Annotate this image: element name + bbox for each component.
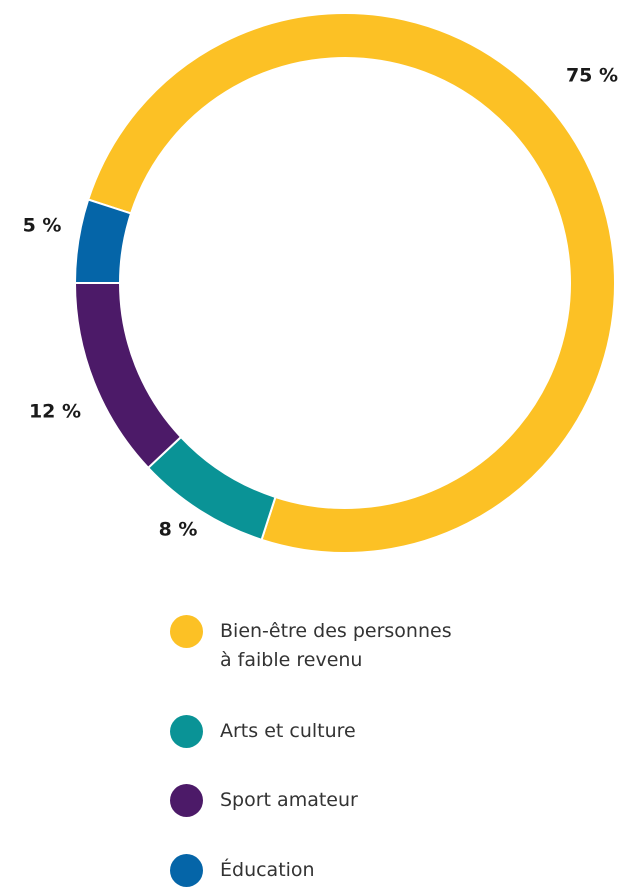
legend-item: Arts et culture	[170, 715, 356, 748]
value-label: 5 %	[23, 215, 62, 237]
donut-segment	[86, 12, 616, 554]
legend-swatch	[170, 854, 203, 887]
legend-item: Sport amateur	[170, 784, 358, 817]
donut-segment	[73, 282, 183, 470]
legend-label: Bien-être des personnes à faible revenu	[220, 620, 452, 671]
legend-swatch	[170, 615, 203, 648]
value-label: 12 %	[29, 401, 81, 423]
donut-segment	[73, 198, 133, 284]
legend-swatch	[170, 715, 203, 748]
legend-swatch	[170, 784, 203, 817]
legend-label: Arts et culture	[220, 720, 356, 742]
legend-item: Bien-être des personnes à faible revenu	[170, 615, 452, 675]
legend-item: Éducation	[170, 854, 315, 887]
legend-label: Éducation	[220, 859, 315, 881]
value-label: 8 %	[159, 519, 198, 541]
legend-label: Sport amateur	[220, 789, 358, 811]
donut-chart: 75 % 8 % 12 % 5 %	[23, 12, 618, 554]
value-label: 75 %	[566, 65, 618, 87]
